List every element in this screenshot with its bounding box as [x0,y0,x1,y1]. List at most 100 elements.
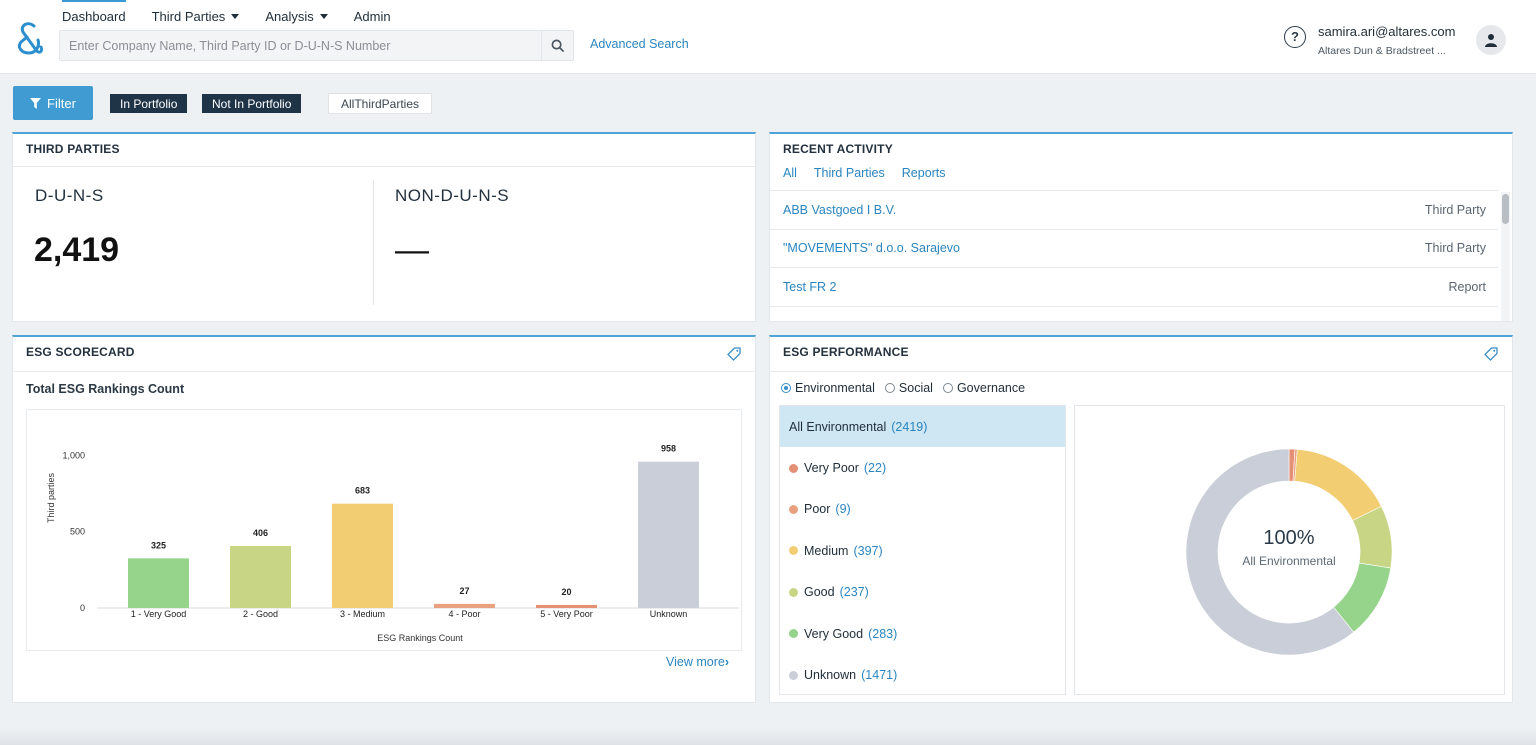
radio-label: Social [898,381,933,395]
category-count: (397) [853,543,883,558]
panel-title: ESG PERFORMANCE [783,345,909,359]
duns-label: D-U-N-S [35,186,104,205]
tab-all[interactable]: All [783,166,797,180]
panel-title: THIRD PARTIES [26,142,120,156]
category-count: (2419) [891,419,928,434]
bar-data-label: 406 [253,528,268,538]
advanced-search-link[interactable]: Advanced Search [590,37,689,51]
x-tick-label: 4 - Poor [448,609,480,619]
bar-chart-svg: 0 500 1,000 Third parties ESG Rankings Count… [46,444,739,643]
recent-activity-list: ABB Vastgoed I B.V. Third Party "MOVEMENTS… [770,190,1498,321]
donut-slice[interactable] [1185,448,1355,656]
radio-governance[interactable]: Governance [942,381,1026,395]
search-button[interactable] [541,31,573,60]
scroll-thumb[interactable] [1502,194,1509,224]
x-axis-label: ESG Rankings Count [377,633,463,643]
chip-not-in-portfolio[interactable]: Not In Portfolio [202,94,302,113]
radio-button[interactable] [884,383,895,393]
bar-data-label: 325 [151,540,166,550]
category-label: Poor [804,502,831,517]
category-count: (22) [863,461,887,476]
category-item-good[interactable]: Good (237) [780,572,1065,613]
category-item-poor[interactable]: Poor (9) [780,489,1065,530]
bar [332,503,393,608]
category-item-all-environmental[interactable]: All Environmental (2419) [780,406,1065,448]
list-item[interactable]: ABB Vastgoed I B.V. Third Party [770,190,1498,229]
list-item[interactable]: "MOVEMENTS" d.o.o. Sarajevo Third Party [770,228,1498,268]
filter-label: Filter [47,95,76,111]
category-count: (283) [868,626,898,641]
tag-icon[interactable] [727,347,741,361]
radio-environmental[interactable]: Environmental [781,381,875,395]
user-email[interactable]: samira.ari@altares.com [1318,24,1456,39]
y-tick-label: 500 [70,527,85,537]
view-more-link[interactable]: View more› [666,655,729,669]
legend-dot [789,629,798,639]
x-tick-label: 5 - Very Poor [540,609,593,619]
legend-dot [789,670,798,680]
tag-icon[interactable] [1484,347,1498,361]
category-count: (1471) [861,668,898,683]
category-label: Unknown [804,668,857,683]
chevron-right-icon: › [724,655,729,669]
bar-data-label: 958 [661,444,676,454]
category-count: (237) [839,585,869,600]
category-item-very-good[interactable]: Very Good (283) [780,613,1065,654]
radio-label: Governance [956,381,1026,395]
user-icon [1485,34,1497,47]
app-logo[interactable] [14,22,44,56]
activity-name-link[interactable]: ABB Vastgoed I B.V. [783,202,897,217]
legend-dot [789,587,798,597]
non-duns-label: NON-D-U-N-S [395,186,510,205]
tab-third-parties[interactable]: Third Parties [813,166,885,180]
category-item-medium[interactable]: Medium (397) [780,530,1065,571]
top-header: Dashboard Third Parties Analysis Admin Adva… [0,0,1536,74]
search-input[interactable] [60,31,541,60]
activity-name-link[interactable]: Test FR 2 [783,279,837,294]
search-box [59,30,574,61]
third-parties-panel: THIRD PARTIES D-U-N-S 2,419 NON-D-U-N-S … [12,132,756,322]
tab-reports[interactable]: Reports [901,166,946,180]
activity-type: Third Party [1424,241,1486,256]
main-nav: Dashboard Third Parties Analysis Admin [62,0,391,26]
chip-all-third-parties[interactable]: AllThirdParties [328,93,432,114]
nav-admin[interactable]: Admin [354,6,391,26]
nav-analysis[interactable]: Analysis [265,6,328,26]
radio-social[interactable]: Social [884,381,933,395]
chevron-down-icon [231,14,240,19]
category-label: Medium [804,543,849,558]
list-item[interactable]: Test FR 2 Report [770,267,1498,306]
activity-type: Third Party [1424,202,1486,217]
y-tick-label: 0 [80,603,85,613]
legend-dot [789,504,798,514]
category-label: Good [804,585,835,600]
filter-button[interactable]: Filter [13,86,93,120]
category-list: All Environmental (2419) Very Poor (22) Poor… [779,405,1066,695]
scrollbar[interactable] [1501,192,1510,321]
duns-count[interactable]: 2,419 [34,231,120,269]
donut-center-label: All Environmental [1242,554,1335,568]
avatar[interactable] [1476,25,1506,55]
nav-dashboard[interactable]: Dashboard [62,0,126,26]
donut-center-value: 100% [1263,527,1314,549]
y-axis-label: Third parties [46,472,56,523]
category-item-unknown[interactable]: Unknown (1471) [780,654,1065,695]
donut-chart: 100% All Environmental [1074,405,1505,695]
radio-button[interactable] [942,383,953,393]
x-tick-label: Unknown [650,609,688,619]
radio-button[interactable] [781,383,791,393]
activity-name-link[interactable]: "MOVEMENTS" d.o.o. Sarajevo [783,241,960,256]
x-tick-label: 2 - Good [243,609,278,619]
chevron-down-icon [319,14,328,19]
nav-label: Analysis [265,8,314,24]
radio-label: Environmental [795,381,875,395]
help-icon[interactable]: ? [1284,26,1306,48]
bar [536,604,597,608]
nav-third-parties[interactable]: Third Parties [152,6,240,26]
nav-label: Admin [353,8,391,24]
donut-slice[interactable] [1294,449,1382,521]
category-item-very-poor[interactable]: Very Poor (22) [780,447,1065,488]
bar [638,461,699,608]
esg-performance-panel: ESG PERFORMANCE Environmental Social Gover… [769,335,1513,703]
chip-in-portfolio[interactable]: In Portfolio [110,94,188,113]
